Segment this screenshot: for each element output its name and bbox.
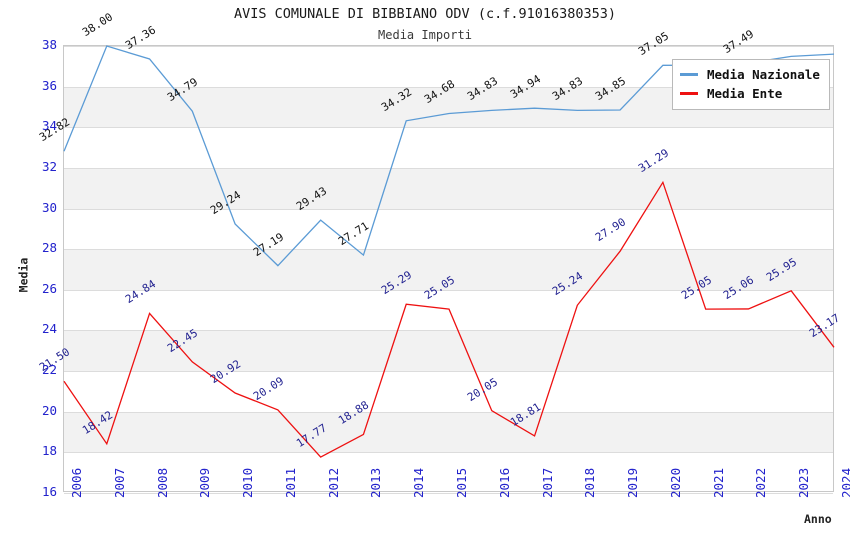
plot-band (64, 249, 833, 290)
plot-band (64, 167, 833, 209)
y-tick-label: 38 (41, 37, 57, 52)
y-tick-label: 28 (41, 240, 57, 256)
grid-line (64, 330, 833, 332)
x-tick-label: 2011 (282, 467, 298, 498)
y-tick-label: 20 (41, 402, 57, 418)
y-tick-label: 30 (41, 199, 57, 215)
y-tick-label: 34 (41, 118, 57, 134)
x-tick-label: 2008 (154, 467, 170, 498)
grid-line (64, 411, 833, 413)
series-lines (63, 45, 835, 458)
plot-band (64, 411, 833, 453)
plot-band (64, 330, 833, 372)
grid-line (64, 46, 833, 47)
legend-item[interactable]: Media Nazionale (680, 65, 820, 84)
x-tick-label: 2022 (753, 467, 769, 498)
x-tick-label: 2010 (240, 467, 256, 498)
grid-line (64, 249, 833, 251)
y-tick-label: 16 (41, 484, 57, 499)
x-axis-label: Anno (804, 512, 832, 526)
x-tick-label: 2021 (710, 467, 726, 498)
x-tick-label: 2015 (454, 467, 469, 498)
grid-line (64, 493, 833, 494)
y-tick-label: 32 (41, 158, 57, 174)
plot-area: 32.82 38.00 37.36 34.79 29.24 27.19 29.43 27.71… (37, 10, 842, 494)
x-tick-label: 2014 (411, 467, 427, 498)
legend-item[interactable]: Media Ente (680, 84, 820, 103)
x-tick-label: 2018 (582, 467, 598, 498)
legend-label: Media Nazionale (707, 67, 820, 82)
x-tick-label: 2024 (839, 467, 850, 498)
x-tick-label: 2013 (368, 467, 384, 498)
y-tick-label: 18 (41, 443, 57, 459)
legend-color-swatch (680, 73, 698, 76)
y-tick-label: 22 (41, 362, 57, 378)
x-tick-label: 2017 (539, 467, 555, 498)
grid-line (64, 167, 833, 169)
chart-subtitle: Media Importi (378, 28, 472, 42)
x-tick-label: 2006 (69, 467, 84, 498)
grid-line (64, 127, 833, 129)
y-tick-label: 24 (41, 321, 57, 337)
y-tick-label: 26 (41, 280, 57, 296)
x-tick-label: 2016 (496, 467, 512, 498)
series-line-media-ente (63, 180, 835, 458)
chart-title: AVIS COMUNALE DI BIBBIANO ODV (c.f.91016… (233, 6, 616, 22)
grid-line (64, 371, 833, 373)
x-tick-label: 2009 (197, 467, 213, 498)
legend-color-swatch (680, 92, 698, 95)
x-tick-label: 2020 (667, 467, 683, 498)
chart-legend: Media Nazionale Media Ente (672, 59, 830, 110)
grid-line (64, 208, 833, 210)
y-tick-label: 36 (41, 77, 57, 93)
grid-line (64, 86, 833, 88)
x-tick-label: 2012 (325, 467, 341, 498)
grid-line (64, 289, 833, 291)
x-tick-label: 2019 (625, 467, 641, 498)
grid-line (64, 452, 833, 454)
x-tick-label: 2007 (111, 467, 127, 498)
legend-label: Media Ente (707, 86, 783, 101)
x-tick-label: 2023 (796, 467, 812, 498)
